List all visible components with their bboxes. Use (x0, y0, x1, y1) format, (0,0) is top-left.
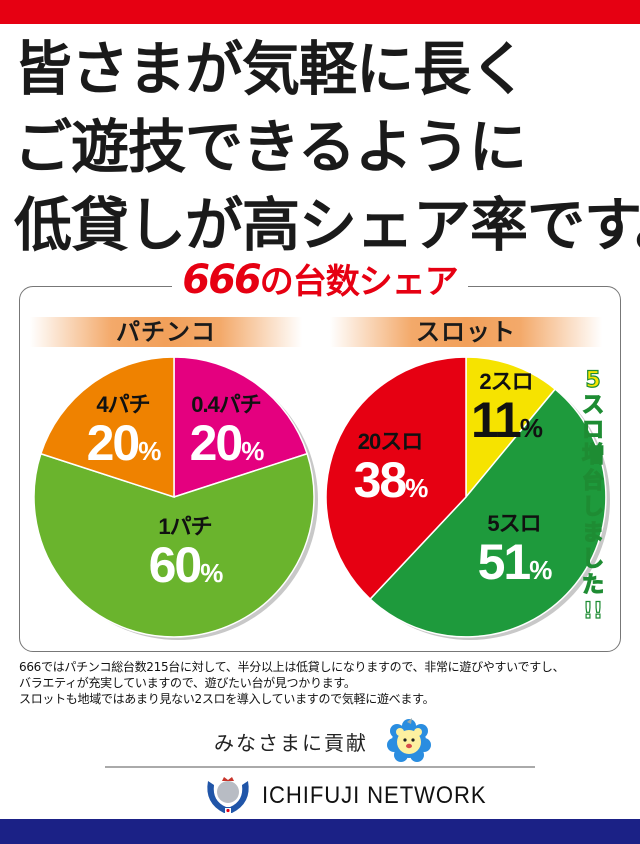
label-4-pachi: 4パチ 20% (86, 392, 162, 471)
share-title-number: 666 (182, 257, 261, 303)
company-logo-text: ICHIFUJI NETWORK (262, 782, 487, 809)
top-red-band (0, 0, 640, 24)
description-line-1: 666ではパチンコ総台数215台に対して、半分以上は低貸しになりますので、非常に… (19, 660, 565, 674)
headline-line-1: 皆さまが気軽に長く (14, 35, 528, 103)
vertical-note-5slo-increase: 5 ス ロ 増 台 し ま し た !! (581, 367, 604, 624)
label-5-slo: 5スロ 51% (477, 511, 553, 590)
slogan: みなさまに貢献 (214, 731, 368, 755)
headline: 皆さまが気軽に長く ご遊技できるように 低貸しが高シェア率です。 (14, 30, 640, 264)
description-line-2: バラエティが充実していますので、遊びたい台が見つかります。 (19, 676, 356, 690)
label-0.4-pachi: 0.4パチ 20% (189, 392, 265, 471)
headline-line-3: 低貸しが高シェア率です。 (14, 191, 640, 259)
description-text: 666ではパチンコ総台数215台に対して、半分以上は低貸しになりますので、非常に… (19, 659, 629, 707)
label-1-pachi: 1パチ 60% (148, 514, 224, 593)
lion-crest-emblem-icon (207, 777, 249, 813)
share-title-text: の台数シェア (259, 262, 459, 302)
section-header-pachinko: パチンコ (30, 317, 302, 347)
headline-line-2: ご遊技できるように (14, 113, 527, 181)
label-2-slo: 2スロ 11% (471, 369, 543, 448)
share-title: 666の台数シェア (0, 255, 640, 307)
lion-mascot-icon (387, 718, 431, 762)
bottom-blue-band (0, 819, 640, 844)
footer-divider (105, 766, 535, 768)
section-header-slot: スロット (330, 317, 602, 347)
description-line-3: スロットも地域ではあまり見ない2スロを導入していますので気軽に遊べます。 (19, 692, 435, 706)
section-label-pachinko: パチンコ (116, 318, 216, 346)
section-label-slot: スロット (416, 318, 516, 346)
label-20-slo: 20スロ 38% (353, 429, 429, 508)
